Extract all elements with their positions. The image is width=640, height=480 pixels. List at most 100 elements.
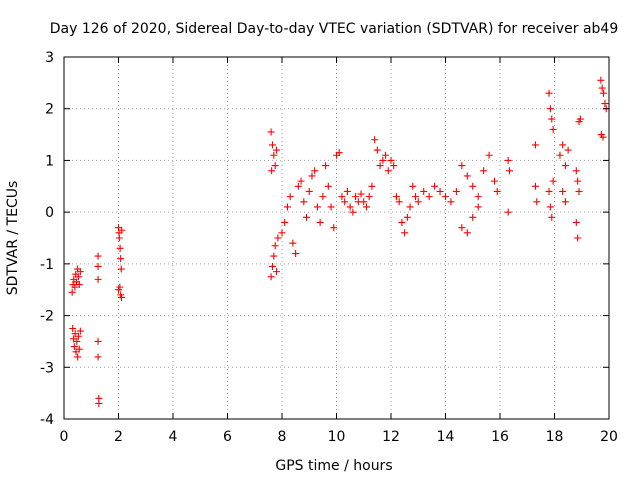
data-point <box>335 149 343 157</box>
data-point <box>341 198 349 206</box>
x-tick-label: 20 <box>600 429 618 445</box>
x-tick-label: 8 <box>278 429 287 445</box>
x-axis-label: GPS time / hours <box>275 458 392 474</box>
data-point <box>94 275 102 283</box>
data-point <box>94 353 102 361</box>
data-point <box>491 177 499 185</box>
data-point <box>504 156 512 164</box>
data-point <box>278 229 286 237</box>
data-point <box>561 162 569 170</box>
data-point <box>286 193 294 201</box>
y-tick-label: -2 <box>40 309 54 325</box>
data-point <box>267 273 275 281</box>
data-point <box>390 162 398 170</box>
x-tick-label: 2 <box>114 429 123 445</box>
data-point <box>322 162 330 170</box>
data-point <box>68 288 76 296</box>
y-axis-label: SDTVAR / TECUs <box>5 181 21 296</box>
data-point <box>556 151 564 159</box>
data-point <box>469 182 477 190</box>
data-point <box>74 353 82 361</box>
x-tick-label: 12 <box>382 429 400 445</box>
data-point <box>485 151 493 159</box>
data-point <box>300 198 308 206</box>
data-point <box>412 193 420 201</box>
data-point <box>115 286 122 294</box>
data-point <box>463 172 471 180</box>
data-point <box>506 167 514 175</box>
data-point <box>559 187 567 195</box>
data-point <box>403 213 411 221</box>
x-tick-label: 18 <box>546 429 564 445</box>
data-point <box>76 268 84 276</box>
data-point <box>548 115 556 123</box>
x-tick-label: 0 <box>60 429 69 445</box>
data-point <box>420 187 428 195</box>
data-point <box>308 172 316 180</box>
data-point <box>572 218 580 226</box>
data-point <box>458 224 466 232</box>
data-point <box>297 177 305 185</box>
data-point <box>549 125 557 133</box>
data-point <box>447 198 455 206</box>
data-point <box>274 234 282 242</box>
data-point <box>313 203 321 211</box>
data-point <box>69 325 77 332</box>
data-point <box>268 262 276 270</box>
data-point <box>270 151 278 159</box>
data-point <box>545 89 553 97</box>
data-point <box>458 162 466 170</box>
data-point <box>474 203 482 211</box>
data-point <box>305 187 313 195</box>
data-point <box>75 281 83 289</box>
data-point <box>365 193 373 201</box>
data-point <box>360 198 368 206</box>
data-point <box>283 203 291 211</box>
data-point <box>480 167 488 175</box>
data-point <box>561 198 569 206</box>
data-point <box>373 146 381 154</box>
data-point <box>395 198 403 206</box>
data-point <box>504 208 512 216</box>
data-point <box>327 203 335 211</box>
data-point <box>414 198 422 206</box>
y-tick-label: 0 <box>45 205 54 221</box>
data-point <box>281 218 289 226</box>
data-point <box>597 76 605 84</box>
y-tick-label: 2 <box>45 102 54 118</box>
data-points <box>68 76 610 407</box>
data-point <box>371 136 379 144</box>
data-point <box>576 115 584 123</box>
data-point <box>273 268 281 276</box>
data-point <box>117 293 125 301</box>
data-point <box>575 187 583 195</box>
data-point <box>338 193 346 201</box>
data-point <box>330 224 338 232</box>
data-point <box>311 167 319 175</box>
data-point <box>273 146 281 154</box>
data-point <box>401 229 409 237</box>
data-point <box>572 167 580 175</box>
data-point <box>116 244 124 252</box>
data-point <box>574 177 582 185</box>
data-point <box>531 182 539 190</box>
data-point <box>294 182 302 190</box>
data-point <box>463 229 471 237</box>
data-point <box>406 203 414 211</box>
data-point <box>600 89 608 97</box>
data-point <box>549 177 557 185</box>
data-point <box>73 337 81 345</box>
data-point <box>268 141 276 149</box>
data-point <box>324 182 332 190</box>
data-point <box>384 167 392 175</box>
data-point <box>94 262 102 270</box>
data-point <box>409 182 417 190</box>
data-point <box>368 182 376 190</box>
data-point <box>94 252 102 260</box>
data-point <box>357 190 365 198</box>
data-point <box>117 255 125 263</box>
x-tick-label: 16 <box>491 429 509 445</box>
data-point <box>268 167 276 175</box>
data-point <box>76 327 84 335</box>
